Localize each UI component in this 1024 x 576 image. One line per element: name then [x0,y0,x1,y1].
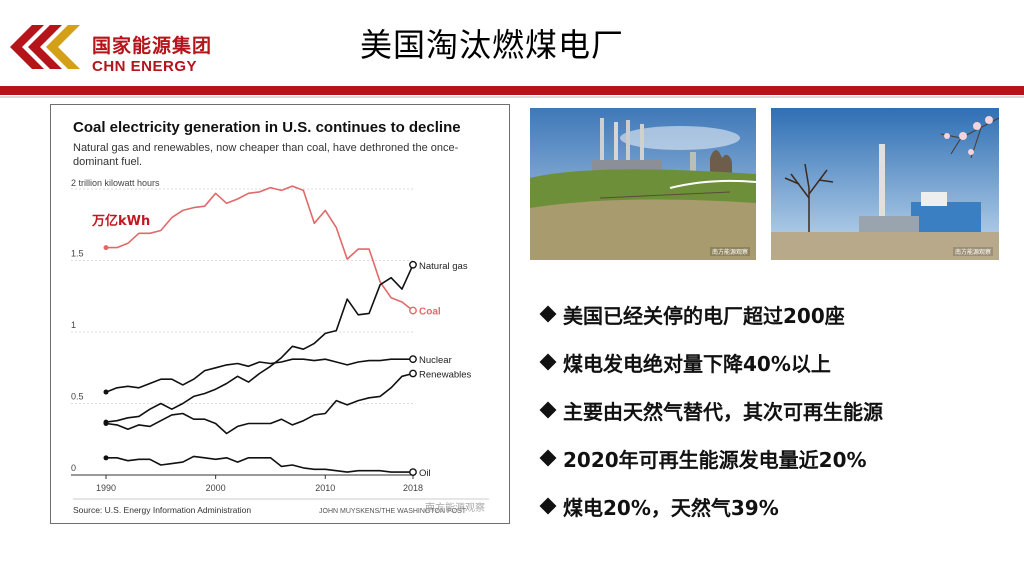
bullet-text: 主要由天然气替代，其次可再生能源 [563,399,883,424]
chn-energy-logo-icon [10,25,80,69]
end-label-nuclear: Nuclear [419,355,452,366]
bullet-text: 2020年可再生能源发电量近20% [563,447,867,472]
series-end-point [409,468,417,477]
y-tick-label: 0.5 [71,392,84,402]
chart-credit: JOHN MUYSKENS/THE WASHINGTON POST [319,508,467,515]
end-label-oil: Oil [419,468,431,479]
bullet-item: 煤电发电绝对量下降40%以上 [538,338,1008,386]
slide-title: 美国淘汰燃煤电厂 [360,26,625,64]
bullet-text: 煤电发电绝对量下降40%以上 [563,351,831,376]
bullet-list: 美国已经关停的电厂超过200座 煤电发电绝对量下降40%以上 主要由天然气替代，… [538,290,1008,530]
header-divider-shadow [0,96,1024,98]
photo-watermark: 南方能源观察 [952,247,993,256]
diamond-bullet-icon [539,449,557,467]
chart-source: Source: U.S. Energy Information Administ… [73,505,251,515]
series-end-point [409,306,417,315]
series-end-point [409,260,417,269]
series-start-point [103,245,109,251]
end-label-coal: Coal [419,307,441,318]
end-label-renewables: Renewables [419,369,472,380]
coal-plant-photo-2: 南方能源观察 [771,108,999,260]
end-label-natural-gas: Natural gas [419,261,468,272]
diamond-bullet-icon [539,305,557,323]
x-tick-label: 2018 [403,483,423,493]
y-tick-label: 1.5 [71,249,84,259]
chart-panel: Coal electricity generation in U.S. cont… [50,104,510,524]
logo-name-cn: 国家能源集团 [92,35,213,57]
unit-annotation: 万亿kWh [91,213,150,229]
power-plant-landscape-icon [530,108,756,260]
series-line-natural-gas [105,264,414,423]
chart-title: Coal electricity generation in U.S. cont… [73,119,461,136]
company-logo: 国家能源集团 CHN ENERGY [10,18,230,76]
bullet-item: 2020年可再生能源发电量近20% [538,434,1008,482]
diamond-bullet-icon [539,353,557,371]
series-line-renewables [105,372,414,435]
series-line-oil [106,455,413,473]
y-tick-label: 1 [71,320,76,330]
power-plant-tree-icon [771,108,999,260]
logo-name-en: CHN ENERGY [92,58,198,75]
bullet-item: 美国已经关停的电厂超过200座 [538,290,1008,338]
y-unit-label: 2 trillion kilowatt hours [71,178,160,188]
x-tick-label: 2010 [315,483,335,493]
line-chart: 0 0.5 1 1.5 2 trillion kilowatt hours 万亿kWh 19… [71,178,489,515]
header-divider [0,86,1024,95]
series-start-point [103,421,109,427]
series-line-coal [106,185,414,312]
x-tick-label: 2000 [206,483,226,493]
chart-watermark: 南方能源观察 [425,501,485,514]
photo-watermark: 南方能源观察 [709,247,750,256]
x-tick-label: 1990 [96,483,116,493]
diamond-bullet-icon [539,401,557,419]
bullet-text: 美国已经关停的电厂超过200座 [563,303,845,328]
series-start-point [103,455,109,461]
chart-subtitle: Natural gas and renewables, now cheaper … [73,142,459,168]
series-line-nuclear [105,358,413,393]
bullet-text: 煤电20%，天然气39% [563,495,779,520]
series-end-point [409,355,417,364]
series-end-point [409,369,417,378]
bullet-item: 煤电20%，天然气39% [538,482,1008,530]
y-tick-label: 0 [71,463,76,473]
series-start-point [103,389,109,395]
diamond-bullet-icon [539,497,557,515]
bullet-item: 主要由天然气替代，其次可再生能源 [538,386,1008,434]
coal-plant-photo-1: 南方能源观察 [530,108,756,260]
